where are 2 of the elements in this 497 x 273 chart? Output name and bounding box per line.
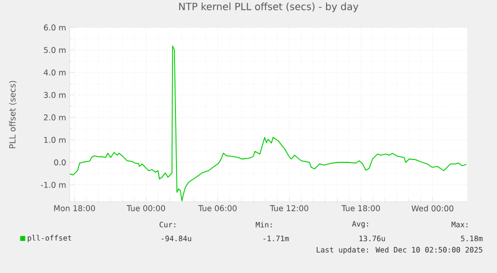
chart-title: NTP kernel PLL offset (secs) - by day	[179, 2, 358, 12]
y-axis-title: PLL offset (secs)	[9, 80, 17, 148]
